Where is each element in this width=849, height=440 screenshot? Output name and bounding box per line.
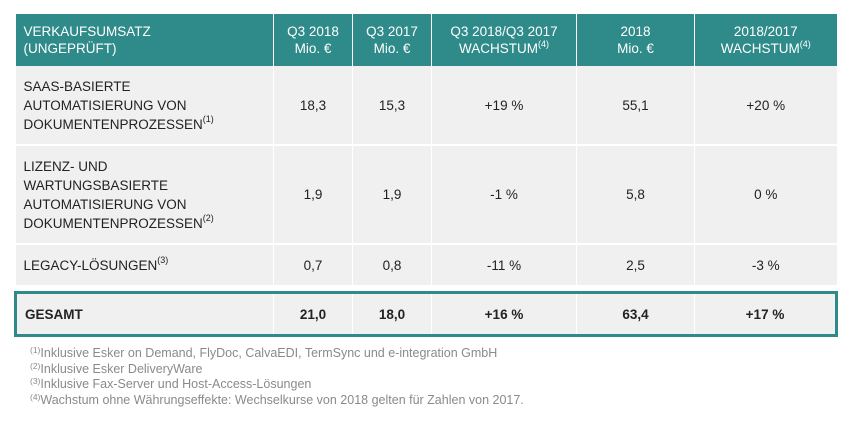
header-year-growth-sup: (4): [799, 39, 811, 49]
cell-2018: 55,1: [576, 66, 695, 146]
header-year-growth-line1: 2018/2017: [733, 24, 798, 39]
footnote: (1)Inklusive Esker on Demand, FlyDoc, Ca…: [30, 345, 524, 362]
header-2018-line1: 2018: [620, 24, 651, 39]
header-year-growth-line2: WACHSTUM: [720, 41, 800, 56]
total-q3-2017: 18,0: [352, 291, 432, 337]
footnote-text: Inklusive Fax-Server und Host-Access-Lös…: [40, 377, 312, 391]
table-row: LIZENZ- UND WARTUNGSBASIERTE AUTOMATISIE…: [15, 145, 837, 245]
footnote: (3)Inklusive Fax-Server und Host-Access-…: [30, 376, 524, 393]
table-header-row: VERKAUFSUMSATZ (UNGEPRÜFT) Q3 2018 Mio. …: [15, 14, 837, 66]
row-spacer: [15, 286, 837, 293]
total-q3-growth: +16 %: [431, 291, 577, 337]
footnote: (4)Wachstum ohne Währungseffekte: Wechse…: [30, 391, 524, 409]
cell-q3-2017: 1,9: [352, 145, 432, 245]
header-q3-growth-line1: Q3 2018/Q3 2017: [450, 24, 558, 39]
total-2018: 63,4: [576, 291, 695, 337]
header-q3-growth-line2: WACHSTUM: [459, 41, 538, 56]
header-revenue-line2: (UNGEPRÜFT): [23, 41, 117, 56]
footnote-mark: (3): [30, 376, 41, 386]
footnote: (2)Inklusive Esker DeliveryWare: [30, 360, 524, 378]
footnote-ref: (2): [202, 212, 214, 223]
cell-2018: 2,5: [576, 244, 695, 287]
header-2018: 2018 Mio. €: [576, 14, 695, 66]
header-revenue: VERKAUFSUMSATZ (UNGEPRÜFT): [15, 14, 274, 66]
header-q3-2017: Q3 2017 Mio. €: [352, 14, 432, 66]
row-label: SAAS-BASIERTE AUTOMATISIERUNG VON DOKUME…: [15, 66, 274, 146]
row-label-line: DOKUMENTENPROZESSEN: [23, 116, 203, 132]
row-label: LEGACY-LÖSUNGEN(3): [15, 244, 274, 287]
row-label-line: AUTOMATISIERUNG VON: [23, 97, 187, 113]
footnote-text: Wachstum ohne Währungseffekte: Wechselku…: [40, 392, 524, 407]
total-year-growth: +17 %: [694, 291, 838, 337]
row-label-line: DOKUMENTENPROZESSEN: [23, 215, 203, 231]
row-label-line: LIZENZ- UND: [23, 158, 108, 174]
cell-q3-2018: 18,3: [273, 66, 353, 146]
header-q3-2018: Q3 2018 Mio. €: [273, 14, 353, 66]
cell-q3-2017: 15,3: [352, 66, 432, 146]
cell-q3-2018: 0,7: [273, 244, 353, 287]
footnote-mark: (1): [30, 345, 41, 355]
cell-q3-growth: +19 %: [431, 66, 577, 146]
header-q3-2017-line2: Mio. €: [373, 41, 411, 56]
total-q3-2018: 21,0: [273, 291, 353, 337]
cell-q3-growth: -11 %: [431, 244, 577, 287]
footnote-text: Inklusive Esker on Demand, FlyDoc, Calva…: [40, 346, 498, 360]
cell-year-growth: -3 %: [694, 244, 837, 287]
row-label-line: AUTOMATISIERUNG VON: [23, 196, 187, 212]
total-row: GESAMT 21,0 18,0 +16 % 63,4 +17 %: [14, 291, 838, 337]
cell-year-growth: +20 %: [694, 66, 837, 146]
footnotes: (1)Inklusive Esker on Demand, FlyDoc, Ca…: [30, 345, 524, 409]
total-label: GESAMT: [14, 291, 274, 337]
table-row: LEGACY-LÖSUNGEN(3) 0,7 0,8 -11 % 2,5 -3 …: [15, 244, 837, 287]
header-year-growth: 2018/2017 WACHSTUM(4): [694, 14, 837, 66]
cell-q3-2017: 0,8: [352, 244, 432, 287]
footnote-mark: (2): [30, 360, 41, 371]
header-revenue-line1: VERKAUFSUMSATZ: [23, 24, 151, 39]
header-q3-2017-line1: Q3 2017: [366, 24, 418, 39]
cell-q3-2018: 1,9: [273, 145, 353, 245]
row-label: LIZENZ- UND WARTUNGSBASIERTE AUTOMATISIE…: [15, 145, 274, 245]
row-label-line: LEGACY-LÖSUNGEN: [23, 257, 158, 273]
footnote-text: Inklusive Esker DeliveryWare: [40, 361, 203, 376]
revenue-table: VERKAUFSUMSATZ (UNGEPRÜFT) Q3 2018 Mio. …: [14, 14, 838, 337]
row-label-line: WARTUNGSBASIERTE: [23, 177, 169, 193]
header-q3-2018-line2: Mio. €: [294, 41, 332, 56]
header-q3-2018-line1: Q3 2018: [287, 24, 339, 39]
footnote-ref: (1): [202, 113, 214, 124]
header-q3-growth-sup: (4): [538, 39, 549, 49]
cell-q3-growth: -1 %: [431, 145, 577, 245]
table-row: SAAS-BASIERTE AUTOMATISIERUNG VON DOKUME…: [15, 66, 837, 146]
cell-year-growth: 0 %: [694, 145, 837, 245]
row-label-line: SAAS-BASIERTE: [23, 78, 131, 94]
footnote-ref: (3): [157, 254, 169, 265]
header-q3-growth: Q3 2018/Q3 2017 WACHSTUM(4): [431, 14, 577, 66]
footnote-mark: (4): [30, 391, 41, 402]
header-2018-line2: Mio. €: [617, 41, 654, 56]
cell-2018: 5,8: [576, 145, 695, 245]
